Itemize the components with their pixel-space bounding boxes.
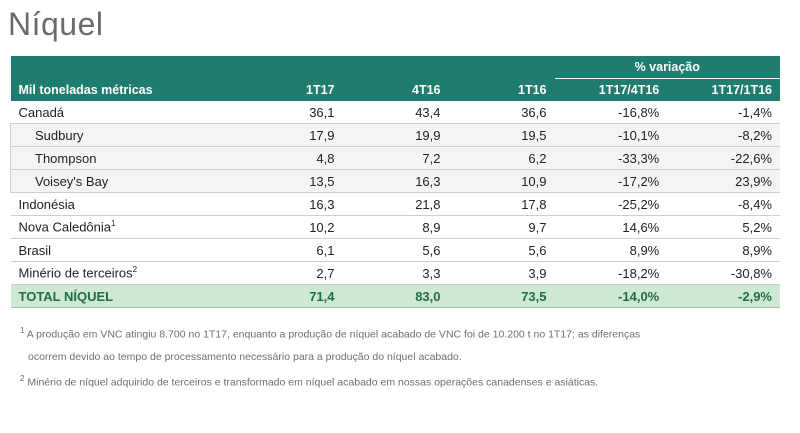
row-value: -10,1% xyxy=(554,123,668,147)
row-value: -18,2% xyxy=(554,261,668,285)
row-value: 5,6 xyxy=(448,238,555,262)
table-row: Brasil 6,1 5,6 5,6 8,9% 8,9% xyxy=(10,238,780,262)
row-value: 9,7 xyxy=(448,215,555,239)
row-value: 4,8 xyxy=(236,146,343,170)
column-header-unit: Mil toneladas métricas xyxy=(18,82,153,97)
row-value: 3,3 xyxy=(342,261,449,285)
row-value: 19,5 xyxy=(448,123,555,147)
row-value: 8,9 xyxy=(342,215,449,239)
row-label-cell: Canadá xyxy=(10,101,237,124)
row-label: Minério de terceiros xyxy=(18,265,133,281)
row-label: Brasil xyxy=(18,242,52,258)
table-header-top: % variação xyxy=(10,56,780,79)
footnote-1-mark: 1 xyxy=(20,326,25,335)
row-value: 13,5 xyxy=(236,169,343,193)
row-footnote-mark: 1 xyxy=(111,219,116,229)
footnote-1-cont: ocorrem devido ao tempo de processamento… xyxy=(20,346,780,368)
table-row: Voisey's Bay 13,5 16,3 10,9 -17,2% 23,9% xyxy=(10,169,780,193)
table-row: Minério de terceiros2 2,7 3,3 3,9 -18,2% -30,… xyxy=(10,261,780,285)
total-label: TOTAL NÍQUEL xyxy=(10,284,237,308)
header-spacer xyxy=(343,56,449,79)
row-value: 19,9 xyxy=(342,123,449,147)
row-value: 6,2 xyxy=(448,146,555,170)
header-spacer xyxy=(449,56,555,79)
table-row: Sudbury 17,9 19,9 19,5 -10,1% -8,2% xyxy=(10,123,780,147)
header-spacer xyxy=(237,56,343,79)
total-value: 71,4 xyxy=(236,284,343,308)
row-label-cell: Indonésia xyxy=(10,192,237,216)
row-label-cell: Minério de terceiros2 xyxy=(10,261,237,285)
row-value: 36,6 xyxy=(448,101,555,124)
row-value: 3,9 xyxy=(448,261,555,285)
row-value: 10,9 xyxy=(448,169,555,193)
row-label: Thompson xyxy=(35,150,97,166)
row-label: Sudbury xyxy=(35,127,84,143)
footnotes: 1 A produção em VNC atingiu 8.700 no 1T1… xyxy=(20,320,780,393)
nickel-production-table: % variação Mil toneladas métricas 1T17 4… xyxy=(10,56,780,308)
row-value: 5,2% xyxy=(667,215,780,239)
footnote-1: 1 A produção em VNC atingiu 8.700 no 1T1… xyxy=(20,320,780,346)
column-header-1t16: 1T16 xyxy=(518,82,547,97)
total-value: 83,0 xyxy=(342,284,449,308)
table-row: Thompson 4,8 7,2 6,2 -33,3% -22,6% xyxy=(10,146,780,170)
header-spacer xyxy=(11,56,237,79)
row-value: 36,1 xyxy=(236,101,343,124)
column-header-var-4t16: 1T17/4T16 xyxy=(598,83,660,97)
total-row: TOTAL NÍQUEL 71,4 83,0 73,5 -14,0% -2,9% xyxy=(10,284,780,308)
table-row: Indonésia 16,3 21,8 17,8 -25,2% -8,4% xyxy=(10,192,780,216)
footnote-2-line-1: Minério de níquel adquirido de terceiros… xyxy=(27,376,599,388)
row-value: -22,6% xyxy=(667,146,780,170)
row-value: -17,2% xyxy=(554,169,668,193)
row-value: 8,9% xyxy=(667,238,780,262)
table-row: Nova Caledônia1 10,2 8,9 9,7 14,6% 5,2% xyxy=(10,215,780,239)
row-label: Canadá xyxy=(18,104,65,120)
row-label-cell: Brasil xyxy=(10,238,237,262)
total-value: -2,9% xyxy=(667,284,780,308)
row-value: 2,7 xyxy=(236,261,343,285)
table-header-columns: Mil toneladas métricas 1T17 4T16 1T16 1T… xyxy=(10,78,780,101)
column-header-var-1t16: 1T17/1T16 xyxy=(711,83,772,97)
row-value: 16,3 xyxy=(342,169,449,193)
row-value: 21,8 xyxy=(342,192,449,216)
footnote-1-line-2: ocorrem devido ao tempo de processamento… xyxy=(28,350,462,363)
total-value: 73,5 xyxy=(448,284,555,308)
row-value: 43,4 xyxy=(342,101,449,124)
row-value: -1,4% xyxy=(667,101,780,124)
row-value: 14,6% xyxy=(554,215,668,239)
row-value: -8,4% xyxy=(667,192,780,216)
table-row: Canadá 36,1 43,4 36,6 -16,8% -1,4% xyxy=(10,101,780,124)
table-body: Canadá 36,1 43,4 36,6 -16,8% -1,4% Sudbury 17,9… xyxy=(10,101,780,308)
row-value: -30,8% xyxy=(667,261,780,285)
row-value: 6,1 xyxy=(236,238,343,262)
column-header-4t16: 4T16 xyxy=(412,82,441,97)
row-label: Nova Caledônia xyxy=(18,219,112,235)
row-value: 7,2 xyxy=(342,146,449,170)
row-label: Indonésia xyxy=(18,196,75,212)
footnote-2: 2 Minério de níquel adquirido de terceir… xyxy=(20,368,780,394)
row-value: 17,8 xyxy=(448,192,555,216)
row-value: 23,9% xyxy=(667,169,780,193)
row-label: Voisey's Bay xyxy=(35,173,109,189)
variation-header: % variação xyxy=(554,56,780,79)
row-label-cell: Sudbury xyxy=(10,123,237,147)
footnote-2-mark: 2 xyxy=(20,373,25,383)
row-value: 17,9 xyxy=(236,123,343,147)
row-value: -25,2% xyxy=(554,192,668,216)
row-label-cell: Nova Caledônia1 xyxy=(10,215,237,239)
column-header-1t17: 1T17 xyxy=(306,82,335,97)
page-title: Níquel xyxy=(8,6,104,42)
row-footnote-mark: 2 xyxy=(132,265,138,275)
row-value: -8,2% xyxy=(667,123,780,147)
row-value: 10,2 xyxy=(236,215,343,239)
footnote-1-line-1: A produção em VNC atingiu 8.700 no 1T17,… xyxy=(26,328,641,341)
total-value: -14,0% xyxy=(554,284,668,308)
row-value: 16,3 xyxy=(236,192,343,216)
row-value: -33,3% xyxy=(554,146,668,170)
row-label-cell: Thompson xyxy=(10,146,237,170)
row-label-cell: Voisey's Bay xyxy=(10,169,237,193)
row-value: -16,8% xyxy=(554,101,668,124)
row-value: 8,9% xyxy=(554,238,668,262)
row-value: 5,6 xyxy=(342,238,449,262)
